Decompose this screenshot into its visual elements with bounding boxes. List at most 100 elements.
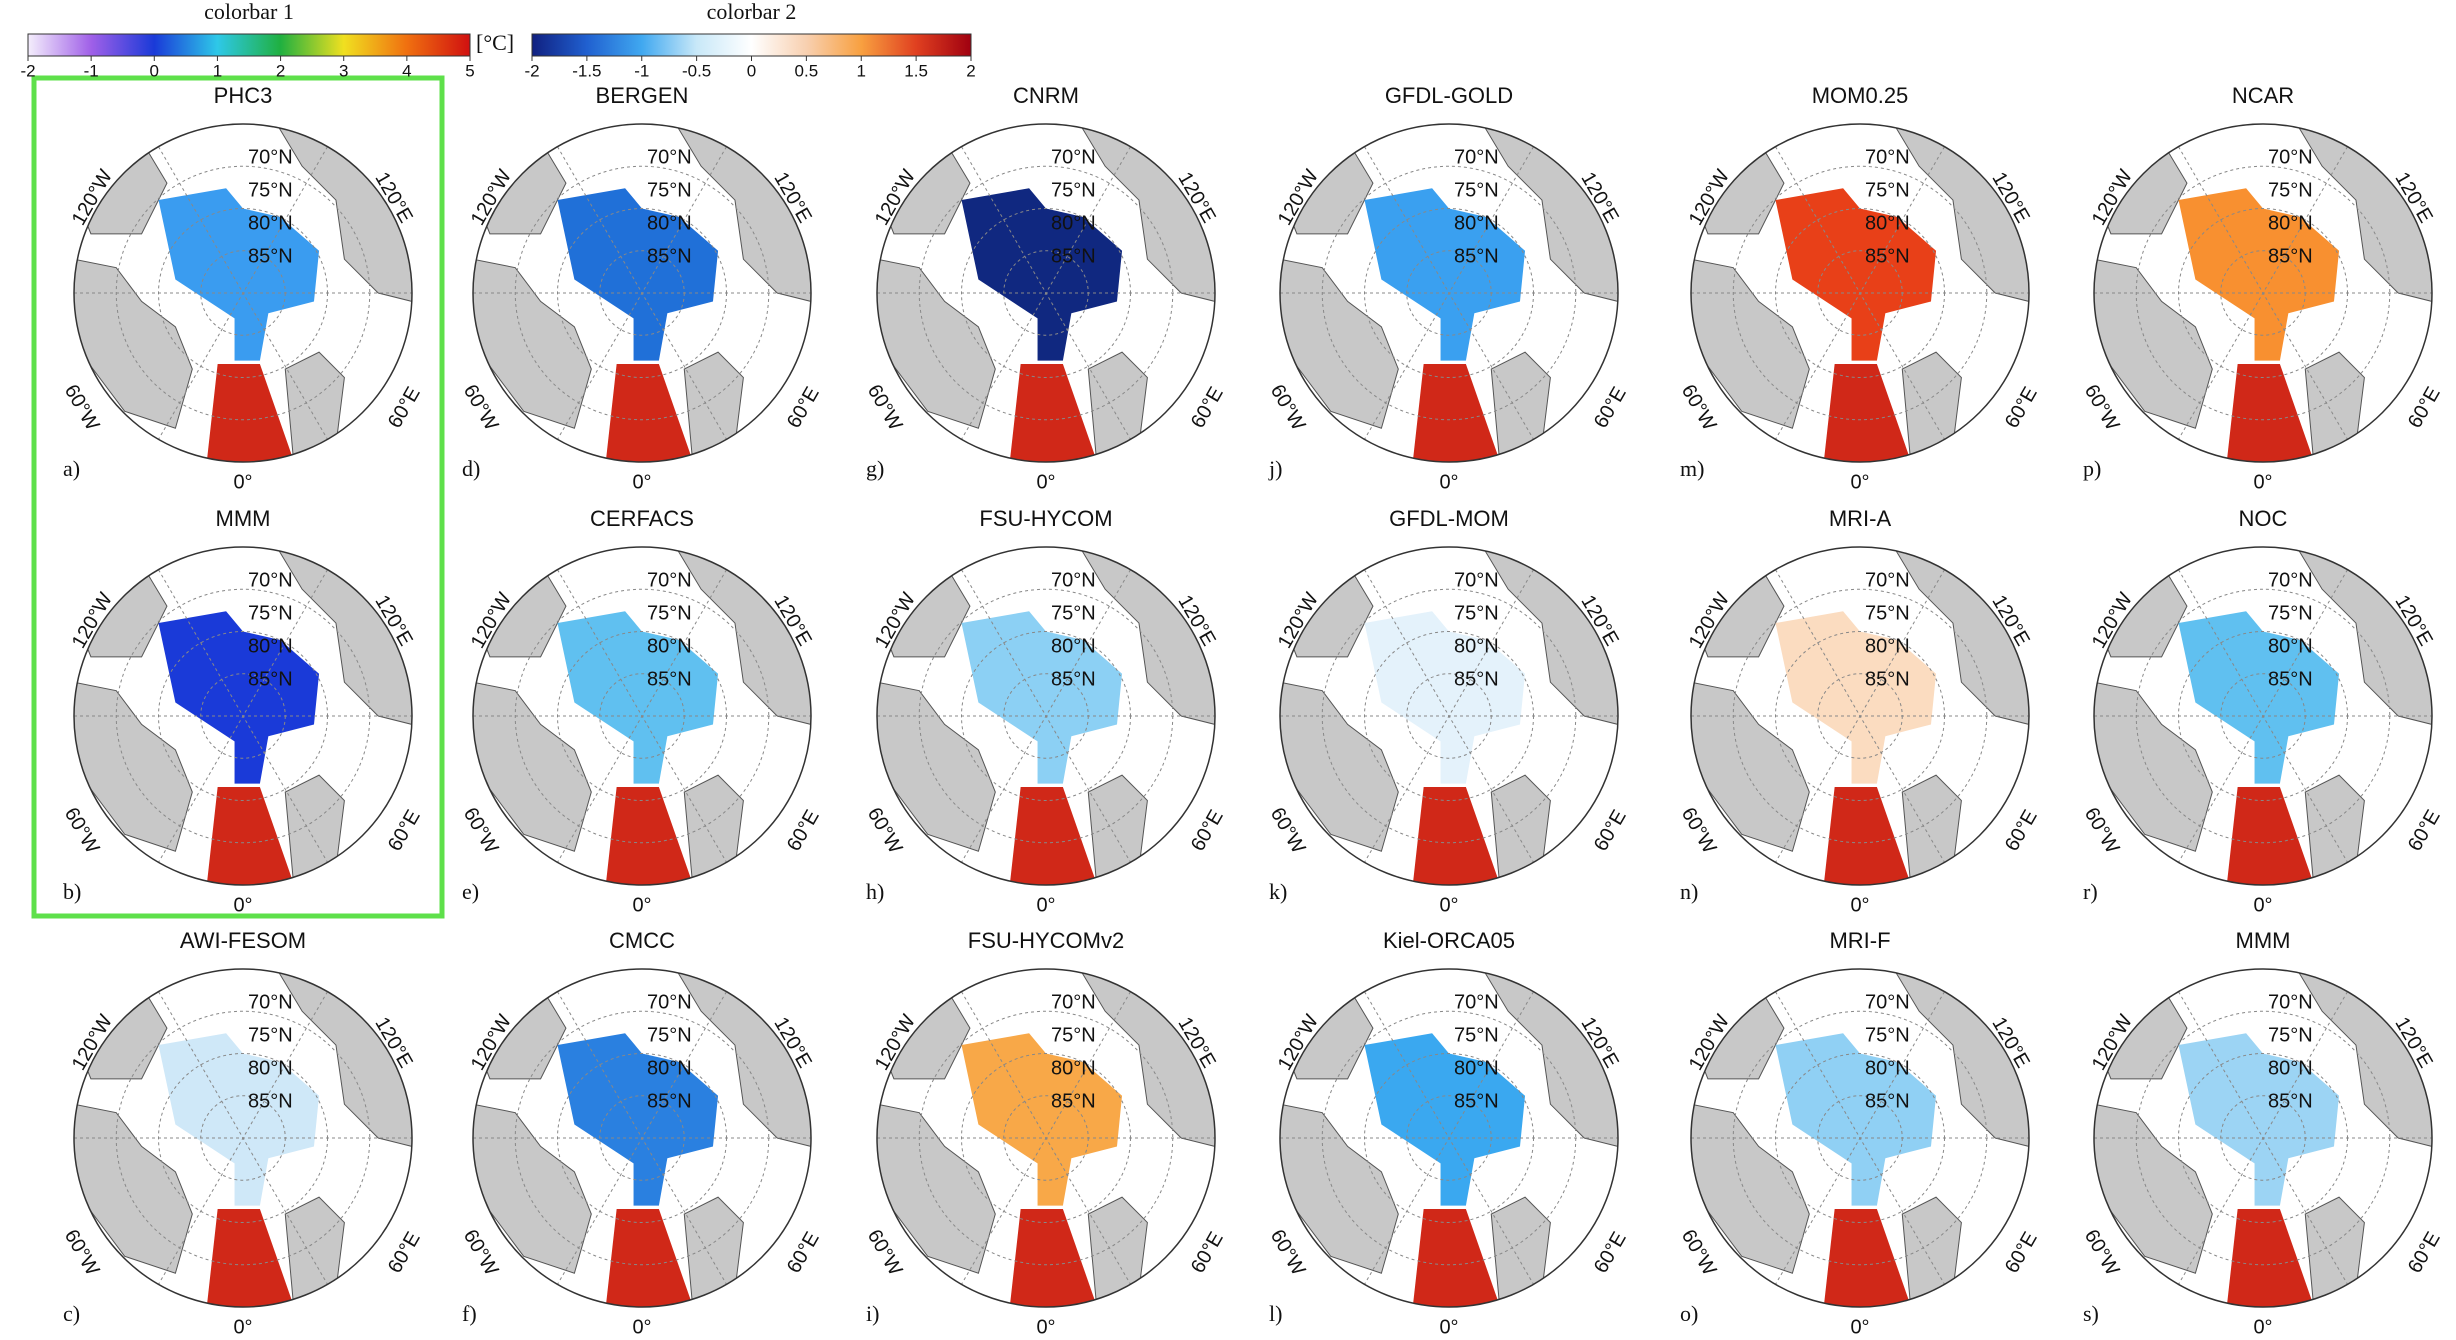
colorbar-tick-label: -2 (524, 61, 539, 80)
longitude-label: 60°W (863, 1226, 907, 1280)
panel-letter: m) (1680, 456, 1704, 481)
longitude-label: 60°W (1677, 804, 1721, 858)
latitude-label: 85°N (1865, 1090, 1910, 1112)
panel-title: CMCC (609, 928, 675, 953)
latitude-label: 75°N (1454, 602, 1499, 624)
panel-title: Kiel-ORCA05 (1383, 928, 1515, 953)
colorbar-tick-label: -1 (84, 61, 99, 80)
latitude-label: 70°N (647, 569, 692, 591)
latitude-label: 75°N (2268, 1024, 2313, 1046)
panel-letter: r) (2083, 879, 2098, 904)
longitude-label: 0° (233, 1316, 252, 1338)
panel-letter: e) (462, 879, 479, 904)
longitude-label: 0° (1850, 1316, 1869, 1338)
latitude-label: 75°N (647, 179, 692, 201)
colorbar-tick-label: -1.5 (572, 61, 601, 80)
panel-letter: a) (63, 456, 80, 481)
longitude-label: 60°W (1266, 804, 1310, 858)
latitude-label: 75°N (248, 1024, 293, 1046)
colorbar-title: colorbar 1 (204, 0, 294, 24)
latitude-label: 75°N (647, 1024, 692, 1046)
latitude-label: 75°N (1051, 602, 1096, 624)
panel-title: MRI-F (1829, 928, 1890, 953)
longitude-label: 60°E (384, 383, 425, 432)
panel-letter: g) (866, 456, 884, 481)
colorbar-tick-label: 0 (747, 61, 756, 80)
panel-letter: i) (866, 1301, 879, 1326)
latitude-label: 85°N (1051, 245, 1096, 267)
map-panel (877, 124, 1215, 470)
map-panel (473, 969, 811, 1315)
panel-letter: c) (63, 1301, 80, 1326)
colorbar-tick-label: 2 (276, 61, 285, 80)
panel-title: GFDL-MOM (1389, 506, 1509, 531)
panel-letter: o) (1680, 1301, 1698, 1326)
longitude-label: 0° (2253, 1316, 2272, 1338)
latitude-label: 70°N (1051, 991, 1096, 1013)
latitude-label: 80°N (248, 1057, 293, 1079)
latitude-label: 85°N (1454, 245, 1499, 267)
latitude-label: 75°N (1051, 1024, 1096, 1046)
longitude-label: 60°W (60, 1226, 104, 1280)
colorbar-tick-label: 3 (339, 61, 348, 80)
longitude-label: 60°W (459, 804, 503, 858)
latitude-label: 80°N (248, 212, 293, 234)
latitude-label: 75°N (1051, 179, 1096, 201)
colorbar (28, 34, 470, 56)
latitude-label: 75°N (1865, 602, 1910, 624)
longitude-label: 60°E (384, 1228, 425, 1277)
panel-title: NCAR (2232, 83, 2294, 108)
latitude-label: 85°N (2268, 668, 2313, 690)
panel-letter: n) (1680, 879, 1698, 904)
panel-letter: b) (63, 879, 81, 904)
longitude-label: 60°W (2080, 381, 2124, 435)
latitude-label: 85°N (647, 245, 692, 267)
longitude-label: 60°E (1187, 1228, 1228, 1277)
longitude-label: 0° (2253, 471, 2272, 493)
panel-title: GFDL-GOLD (1385, 83, 1513, 108)
latitude-label: 80°N (647, 212, 692, 234)
colorbar (532, 34, 971, 56)
panel-title: MMM (2236, 928, 2291, 953)
longitude-label: 60°W (459, 381, 503, 435)
panel-title: MRI-A (1829, 506, 1892, 531)
longitude-label: 0° (1850, 471, 1869, 493)
latitude-label: 85°N (248, 1090, 293, 1112)
longitude-label: 60°E (2001, 383, 2042, 432)
latitude-label: 70°N (1051, 569, 1096, 591)
panel-title: FSU-HYCOMv2 (968, 928, 1124, 953)
latitude-label: 75°N (2268, 179, 2313, 201)
longitude-label: 60°W (2080, 1226, 2124, 1280)
latitude-label: 85°N (647, 1090, 692, 1112)
latitude-label: 70°N (1454, 146, 1499, 168)
longitude-label: 60°W (1677, 381, 1721, 435)
longitude-label: 0° (233, 471, 252, 493)
figure: colorbar 1[°C]-2-1012345colorbar 2-2-1.5… (0, 0, 2456, 1340)
longitude-label: 60°E (2404, 806, 2445, 855)
map-panel (1691, 124, 2029, 470)
colorbar-tick-label: -1 (634, 61, 649, 80)
map-panel (473, 124, 811, 470)
colorbar-tick-label: 1 (213, 61, 222, 80)
latitude-label: 80°N (1051, 1057, 1096, 1079)
longitude-label: 0° (1036, 471, 1055, 493)
colorbar-tick-label: -0.5 (682, 61, 711, 80)
map-panel (2094, 124, 2432, 470)
longitude-label: 60°E (1590, 1228, 1631, 1277)
map-panel (74, 547, 412, 893)
latitude-label: 70°N (248, 146, 293, 168)
latitude-label: 80°N (1051, 212, 1096, 234)
longitude-label: 0° (2253, 894, 2272, 916)
longitude-label: 60°E (783, 1228, 824, 1277)
map-panel (473, 547, 811, 893)
panel-letter: k) (1269, 879, 1287, 904)
latitude-label: 80°N (1865, 212, 1910, 234)
longitude-label: 60°E (1187, 806, 1228, 855)
latitude-label: 80°N (647, 635, 692, 657)
longitude-label: 60°W (459, 1226, 503, 1280)
longitude-label: 60°W (2080, 804, 2124, 858)
panel-title: CNRM (1013, 83, 1079, 108)
map-panel (1691, 969, 2029, 1315)
longitude-label: 0° (1850, 894, 1869, 916)
latitude-label: 70°N (1454, 569, 1499, 591)
